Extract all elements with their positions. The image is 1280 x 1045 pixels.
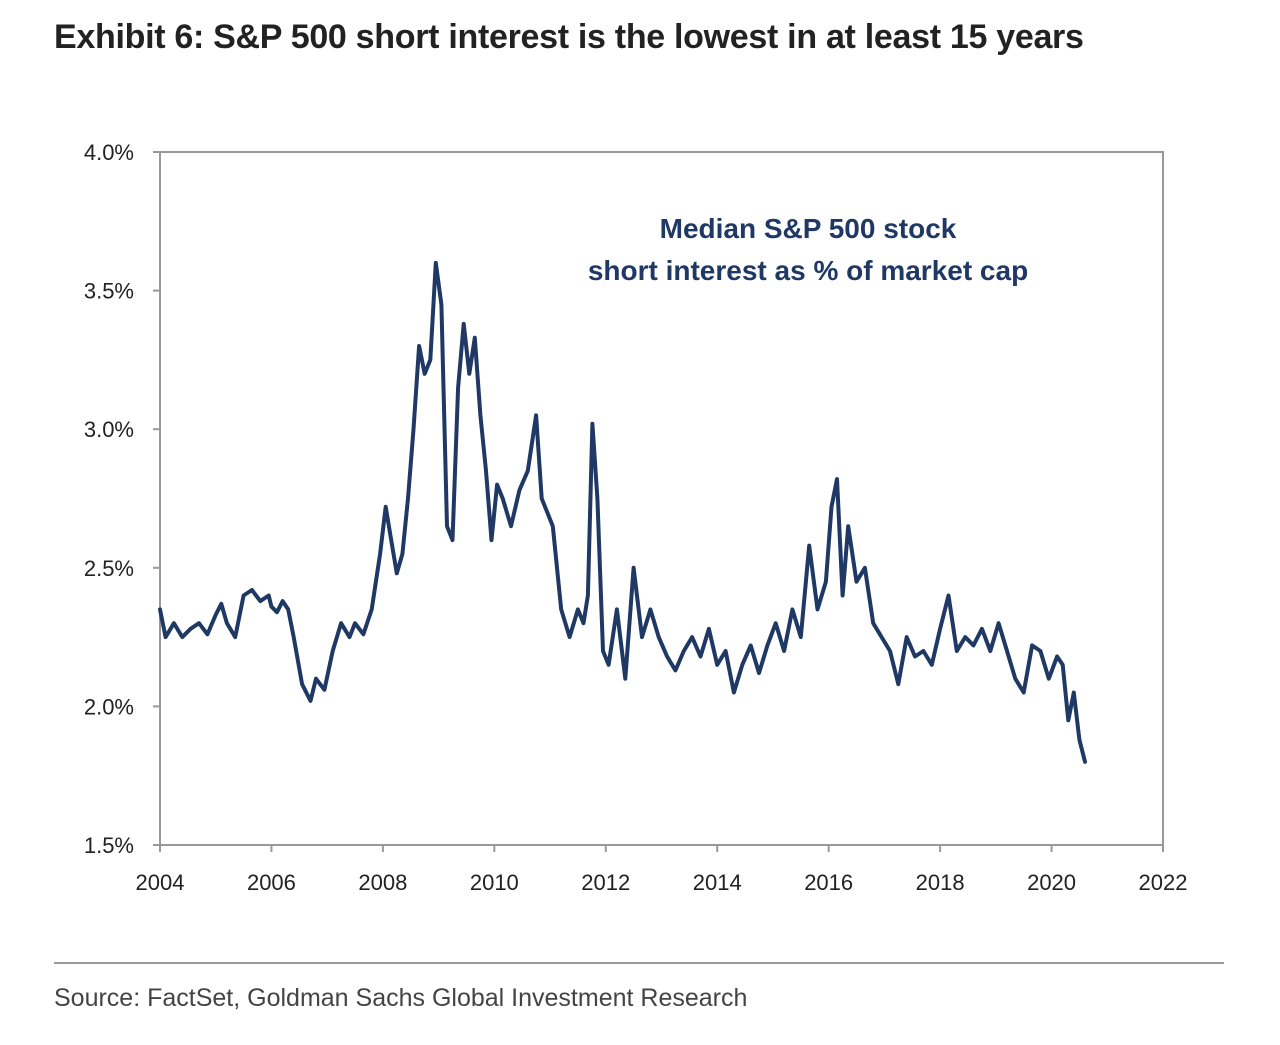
x-tick-label: 2016 — [804, 870, 853, 895]
annotation-line-1: Median S&P 500 stock — [660, 213, 957, 244]
y-tick-label: 3.5% — [84, 279, 134, 304]
x-tick-label: 2020 — [1027, 870, 1076, 895]
plot-border — [159, 151, 1164, 846]
x-tick-label: 2004 — [136, 870, 185, 895]
x-tick-label: 2012 — [581, 870, 630, 895]
y-axis: 1.5% 2.0% 2.5% 3.0% 3.5% 4.0% — [84, 140, 160, 858]
x-tick-label: 2006 — [247, 870, 296, 895]
y-tick-label: 4.0% — [84, 140, 134, 165]
source-note: Source: FactSet, Goldman Sachs Global In… — [54, 984, 748, 1012]
y-tick-label: 2.0% — [84, 694, 134, 719]
annotation-line-2: short interest as % of market cap — [588, 255, 1028, 286]
x-tick-label: 2008 — [358, 870, 407, 895]
plot-frame — [159, 151, 1164, 846]
footer-divider — [54, 962, 1224, 964]
exhibit-title: Exhibit 6: S&P 500 short interest is the… — [54, 18, 1084, 56]
line-chart: 1.5% 2.0% 2.5% 3.0% 3.5% 4.0% 2004 2006 2008 201… — [84, 140, 1188, 895]
x-tick-label: 2022 — [1139, 870, 1188, 895]
y-tick-label: 1.5% — [84, 833, 134, 858]
x-tick-label: 2018 — [916, 870, 965, 895]
series-line — [158, 260, 1087, 764]
x-axis: 2004 2006 2008 2010 2012 2014 2016 2018 2020 2022 — [136, 845, 1188, 895]
series-layer — [158, 260, 1087, 764]
x-tick-label: 2010 — [470, 870, 519, 895]
y-tick-label: 2.5% — [84, 556, 134, 581]
y-tick-label: 3.0% — [84, 417, 134, 442]
x-tick-label: 2014 — [693, 870, 742, 895]
